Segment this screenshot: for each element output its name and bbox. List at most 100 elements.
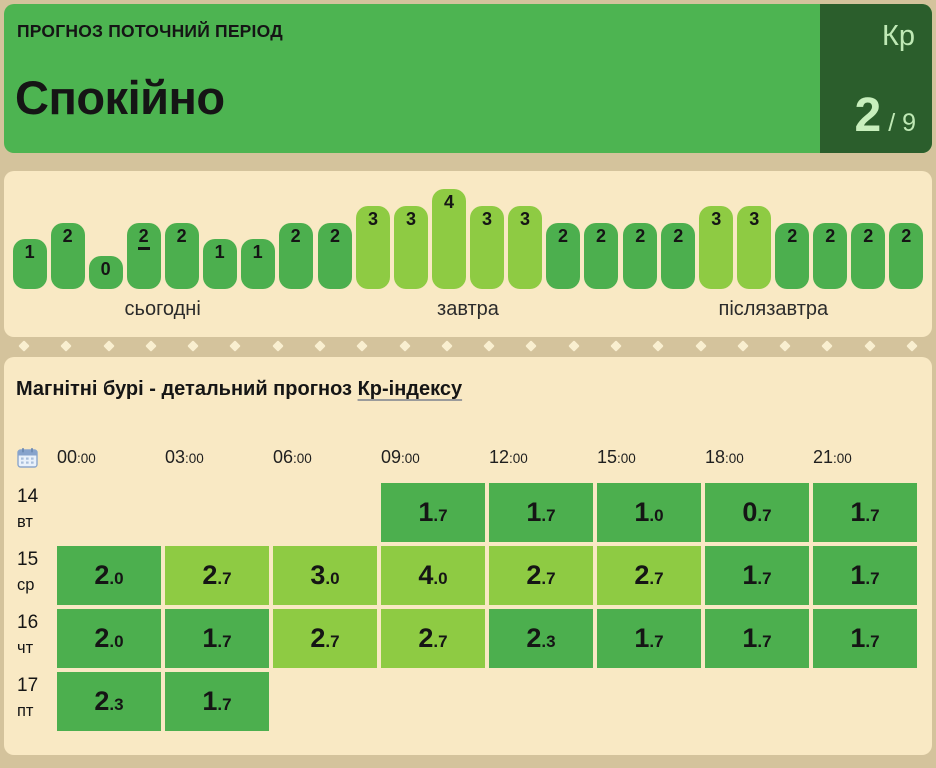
kp-pill-value: 2 bbox=[176, 225, 187, 246]
kp-cell-frac: .7 bbox=[865, 569, 880, 588]
diamond-dot bbox=[356, 340, 368, 352]
kp-cell-int: 2 bbox=[526, 560, 542, 590]
kp-pill-value: 2 bbox=[329, 225, 340, 246]
kp-pill-value: 3 bbox=[405, 208, 416, 229]
kp-value-cell: 1.7 bbox=[813, 546, 917, 605]
kp-cell-frac: .0 bbox=[109, 569, 124, 588]
diamond-dot bbox=[272, 340, 284, 352]
kp-label: Кр bbox=[881, 20, 915, 52]
kp-value-cell: 1.7 bbox=[489, 483, 593, 542]
kp-value-cell: 1.7 bbox=[813, 483, 917, 542]
kp-current-value: 2 bbox=[854, 89, 882, 142]
kp-cell-int: 2 bbox=[94, 560, 110, 590]
kp-cell-int: 1 bbox=[202, 623, 218, 653]
day-group-1: 1 2 0 2 2 1 1 2 сьогодні bbox=[10, 188, 315, 321]
empty-cell bbox=[597, 672, 701, 731]
diamond-dot bbox=[102, 340, 115, 352]
kp-pill-value: 2 bbox=[62, 225, 73, 246]
kp-cell-int: 1 bbox=[634, 623, 650, 653]
kp-cell-int: 2 bbox=[94, 686, 110, 716]
kp-pill: 2 bbox=[317, 222, 352, 289]
kp-index-link[interactable]: Кр-індексу bbox=[357, 378, 463, 400]
detailed-forecast-panel: Магнітні бурі - детальний прогноз Кр-інд… bbox=[4, 357, 932, 755]
kp-pill-value: 3 bbox=[481, 208, 492, 229]
kp-cell-frac: .7 bbox=[325, 632, 340, 651]
diamond-dot bbox=[18, 340, 30, 352]
kp-value-cell: 2.3 bbox=[57, 672, 161, 731]
kp-pill-value: 4 bbox=[443, 192, 454, 212]
kp-pill: 4 bbox=[431, 189, 466, 289]
day-label-cell: 16 чт bbox=[12, 609, 53, 668]
kp-cell-int: 1 bbox=[742, 560, 758, 590]
diamond-dot bbox=[60, 340, 72, 352]
kp-value-cell: 2.0 bbox=[57, 546, 161, 605]
diamond-dot bbox=[314, 340, 326, 352]
kp-cell-frac: .7 bbox=[433, 506, 448, 525]
pill-row: 2 2 3 3 2 2 2 2 bbox=[621, 188, 926, 289]
empty-cell bbox=[705, 672, 809, 731]
kp-pill-value: 2 bbox=[635, 225, 646, 246]
day-number: 16 bbox=[17, 612, 39, 633]
table-row: 14 вт 1.7 1.7 1.0 0.7 1.7 bbox=[12, 483, 917, 542]
kp-cell-frac: .3 bbox=[109, 695, 124, 714]
day-number: 14 bbox=[17, 486, 39, 507]
kp-value-cell: 2.7 bbox=[597, 546, 701, 605]
empty-cell bbox=[813, 672, 917, 731]
kp-value-cell: 2.7 bbox=[489, 546, 593, 605]
pill-row: 1 2 0 2 2 1 1 2 bbox=[10, 188, 315, 289]
kp-pill-value: 2 bbox=[673, 225, 684, 246]
kp-value-cell: 1.7 bbox=[705, 546, 809, 605]
day-group-3: 2 2 3 3 2 2 2 2 післязавтра bbox=[621, 188, 926, 321]
kp-cell-frac: .7 bbox=[649, 632, 664, 651]
kp-cell-frac: .3 bbox=[541, 632, 556, 651]
hour-hours: 21 bbox=[813, 447, 834, 467]
kp-cell-int: 1 bbox=[850, 497, 866, 527]
hour-minutes: :00 bbox=[833, 451, 852, 466]
hour-label: 03:00 bbox=[165, 447, 269, 468]
kp-pill-value: 0 bbox=[100, 259, 111, 279]
kp-value-cell: 1.7 bbox=[705, 609, 809, 668]
hour-hours: 18 bbox=[705, 447, 726, 467]
hour-hours: 09 bbox=[381, 447, 402, 467]
hour-label: 00:00 bbox=[57, 447, 161, 468]
kp-pill: 3 bbox=[469, 205, 504, 289]
kp-pill: 0 bbox=[88, 256, 123, 289]
kp-pill-value: 2 bbox=[825, 225, 836, 246]
kp-cell-int: 1 bbox=[850, 623, 866, 653]
weekday-label: вт bbox=[17, 512, 33, 531]
diamond-dot bbox=[398, 340, 411, 352]
kp-cell-frac: .7 bbox=[757, 506, 772, 525]
diamond-dot bbox=[821, 340, 834, 352]
day-number: 15 bbox=[17, 549, 39, 570]
day-label-cell: 14 вт bbox=[12, 483, 53, 542]
pill-row: 2 3 3 4 3 3 2 2 bbox=[315, 188, 620, 289]
kp-pill-value: 2 bbox=[290, 225, 301, 246]
day-strip-label: сьогодні bbox=[124, 298, 201, 320]
kp-cell-int: 2 bbox=[94, 623, 110, 653]
kp-pill: 2 bbox=[278, 222, 313, 289]
day-label-cell: 17 пт bbox=[12, 672, 53, 731]
kp-cell-int: 2 bbox=[202, 560, 218, 590]
kp-cell-frac: .7 bbox=[865, 632, 880, 651]
kp-pill: 2 bbox=[164, 222, 199, 289]
kp-pill: 2 bbox=[889, 222, 924, 289]
kp-value-cell: 2.3 bbox=[489, 609, 593, 668]
empty-cell bbox=[165, 483, 269, 542]
kp-pill: 2 bbox=[126, 222, 161, 289]
three-day-strip-panel: 1 2 0 2 2 1 1 2 сьогодні 2 3 3 4 3 3 2 2 завтра 2 2 3 3 2 2 2 2 пі… bbox=[4, 171, 932, 337]
hour-minutes: :00 bbox=[77, 451, 96, 466]
day-group-2: 2 3 3 4 3 3 2 2 завтра bbox=[315, 188, 620, 321]
kp-scale-max: / 9 bbox=[888, 109, 916, 137]
kp-pill: 2 bbox=[661, 222, 696, 289]
panel-kicker: ПРОГНОЗ ПОТОЧНИЙ ПЕРІОД bbox=[17, 21, 283, 41]
current-period-panel: ПРОГНОЗ ПОТОЧНИЙ ПЕРІОД Спокійно Кр 2 / … bbox=[4, 4, 932, 153]
diamond-dot bbox=[483, 340, 495, 352]
kp-pill-value: 2 bbox=[787, 225, 798, 246]
kp-value-cell: 2.0 bbox=[57, 609, 161, 668]
kp-cell-int: 0 bbox=[742, 497, 758, 527]
empty-cell bbox=[57, 483, 161, 542]
kp-value-cell: 2.7 bbox=[273, 609, 377, 668]
kp-value-cell: 0.7 bbox=[705, 483, 809, 542]
hour-minutes: :00 bbox=[401, 451, 420, 466]
kp-value-cell: 1.7 bbox=[813, 609, 917, 668]
